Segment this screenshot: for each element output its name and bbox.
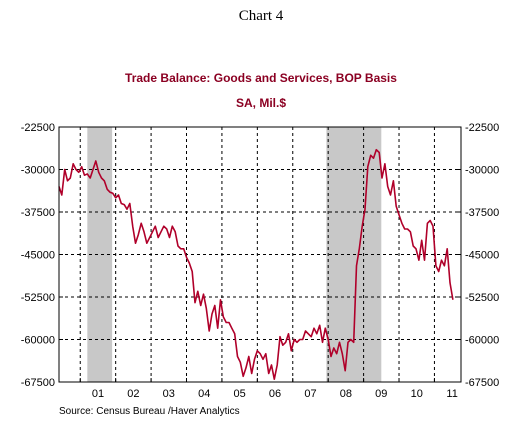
x-tick-label: 11: [446, 388, 457, 400]
y-tick-label-right: -22500: [465, 122, 499, 134]
chart-title: Trade Balance: Goods and Services, BOP B…: [125, 71, 397, 85]
x-tick-label: 10: [411, 388, 423, 400]
page-label: Chart 4: [238, 8, 284, 24]
source-note: Source: Census Bureau /Haver Analytics: [59, 406, 240, 417]
x-tick-label: 07: [304, 388, 316, 400]
y-tick-label-left: -52500: [21, 292, 55, 304]
x-tick-label: 06: [269, 388, 281, 400]
x-tick-label: 04: [198, 388, 210, 400]
y-tick-label-left: -30000: [21, 165, 55, 177]
series-line-group: [58, 148, 454, 381]
x-tick-label: 05: [234, 388, 246, 400]
y-tick-label-right: -60000: [465, 335, 499, 347]
chart-subtitle: SA, Mil.$: [236, 96, 286, 110]
y-tick-label-left: -37500: [21, 207, 55, 219]
y-tick-label-left: -22500: [21, 122, 55, 134]
x-tick-label: 02: [127, 388, 139, 400]
grid-lines: [59, 127, 461, 382]
axis-ticks: -22500 -22500 -30000 -30000 -37500 -37500 -450…: [21, 122, 500, 400]
y-tick-label-right: -30000: [465, 165, 499, 177]
y-tick-label-left: -45000: [21, 250, 55, 262]
x-tick-label: 08: [340, 388, 352, 400]
y-tick-label-left: -67500: [21, 377, 55, 389]
x-tick-label: 09: [375, 388, 387, 400]
x-tick-label: 01: [92, 388, 104, 400]
y-tick-label-right: -37500: [465, 207, 499, 219]
y-tick-label-right: -52500: [465, 292, 499, 304]
x-tick-label: 03: [163, 388, 175, 400]
y-tick-label-right: -45000: [465, 250, 499, 262]
y-tick-label-left: -60000: [21, 335, 55, 347]
y-tick-label-right: -67500: [465, 377, 499, 389]
trade-balance-line: [58, 148, 454, 381]
